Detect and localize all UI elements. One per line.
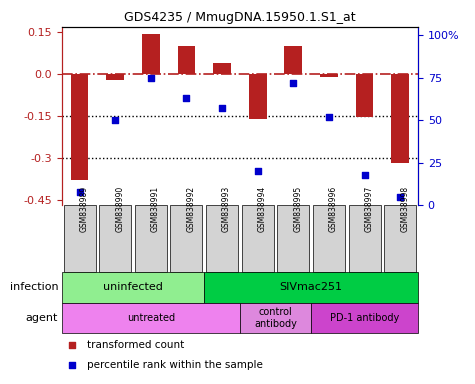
FancyBboxPatch shape xyxy=(240,303,311,333)
Text: GSM838992: GSM838992 xyxy=(186,185,195,232)
Point xyxy=(333,102,341,108)
Bar xyxy=(106,74,124,80)
FancyBboxPatch shape xyxy=(349,205,380,272)
Text: SIVmac251: SIVmac251 xyxy=(280,283,342,293)
Point xyxy=(333,279,341,285)
Bar xyxy=(71,74,88,180)
Text: GSM838995: GSM838995 xyxy=(293,185,302,232)
FancyBboxPatch shape xyxy=(242,205,274,272)
FancyBboxPatch shape xyxy=(62,303,240,333)
Bar xyxy=(142,34,160,74)
FancyBboxPatch shape xyxy=(62,272,204,303)
Bar xyxy=(213,63,231,74)
Point xyxy=(254,168,261,174)
Point xyxy=(361,172,369,178)
Bar xyxy=(356,74,373,118)
Text: control
antibody: control antibody xyxy=(254,307,297,329)
Point xyxy=(182,95,190,101)
Point xyxy=(111,117,119,123)
Text: untreated: untreated xyxy=(127,313,175,323)
FancyBboxPatch shape xyxy=(171,205,202,272)
FancyBboxPatch shape xyxy=(311,303,418,333)
Text: agent: agent xyxy=(26,313,58,323)
Point xyxy=(76,189,84,195)
Text: GSM838990: GSM838990 xyxy=(115,185,124,232)
FancyBboxPatch shape xyxy=(99,205,131,272)
Text: GSM838993: GSM838993 xyxy=(222,185,231,232)
FancyBboxPatch shape xyxy=(313,205,345,272)
FancyBboxPatch shape xyxy=(64,205,95,272)
FancyBboxPatch shape xyxy=(384,205,416,272)
Text: GSM838996: GSM838996 xyxy=(329,185,338,232)
Title: GDS4235 / MmugDNA.15950.1.S1_at: GDS4235 / MmugDNA.15950.1.S1_at xyxy=(124,11,356,24)
Bar xyxy=(178,46,195,74)
Point xyxy=(325,114,332,120)
Bar xyxy=(249,74,266,119)
Text: percentile rank within the sample: percentile rank within the sample xyxy=(86,360,263,370)
Text: GSM838997: GSM838997 xyxy=(365,185,373,232)
Point xyxy=(289,80,297,86)
Bar xyxy=(285,46,302,74)
Bar xyxy=(391,74,409,164)
Text: GSM838998: GSM838998 xyxy=(400,185,409,232)
FancyBboxPatch shape xyxy=(277,205,309,272)
FancyBboxPatch shape xyxy=(206,205,238,272)
Point xyxy=(218,105,226,111)
Text: GSM838989: GSM838989 xyxy=(80,185,88,232)
Text: transformed count: transformed count xyxy=(86,340,184,350)
Text: infection: infection xyxy=(10,283,58,293)
Text: GSM838994: GSM838994 xyxy=(257,185,266,232)
Point xyxy=(147,75,155,81)
Text: PD-1 antibody: PD-1 antibody xyxy=(330,313,399,323)
Text: uninfected: uninfected xyxy=(103,283,163,293)
FancyBboxPatch shape xyxy=(204,272,418,303)
FancyBboxPatch shape xyxy=(135,205,167,272)
Bar xyxy=(320,74,338,77)
Point xyxy=(396,194,404,200)
Text: GSM838991: GSM838991 xyxy=(151,185,160,232)
